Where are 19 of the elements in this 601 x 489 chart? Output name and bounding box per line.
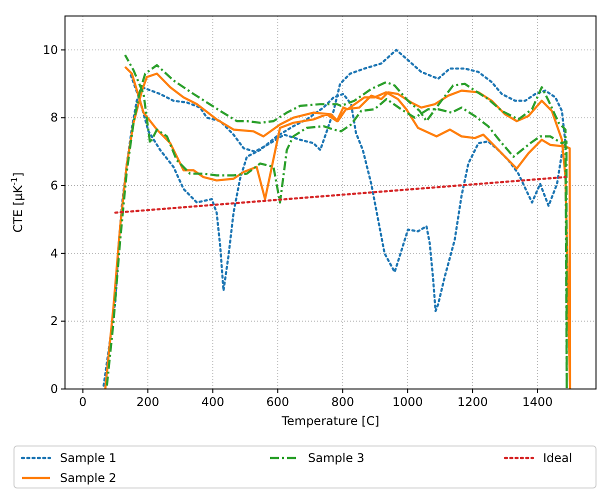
x-tick-label: 1400 xyxy=(522,395,553,409)
x-tick-label: 1200 xyxy=(457,395,488,409)
x-tick-label: 0 xyxy=(79,395,87,409)
legend-label: Sample 2 xyxy=(60,471,116,485)
x-axis-title: Temperature [C] xyxy=(280,414,380,428)
y-tick-label: 4 xyxy=(50,246,58,260)
legend-label: Sample 3 xyxy=(308,451,364,465)
legend-label: Sample 1 xyxy=(60,451,116,465)
x-tick-label: 1000 xyxy=(392,395,423,409)
legend-label: Ideal xyxy=(543,451,572,465)
y-tick-label: 2 xyxy=(50,314,58,328)
y-tick-label: 0 xyxy=(50,382,58,396)
y-tick-label: 6 xyxy=(50,178,58,193)
x-tick-label: 600 xyxy=(266,395,290,409)
x-tick-label: 200 xyxy=(136,395,160,409)
x-tick-label: 800 xyxy=(331,395,354,409)
y-tick-label: 10 xyxy=(42,42,58,57)
x-tick-label: 400 xyxy=(201,395,224,409)
y-tick-label: 8 xyxy=(50,110,58,125)
